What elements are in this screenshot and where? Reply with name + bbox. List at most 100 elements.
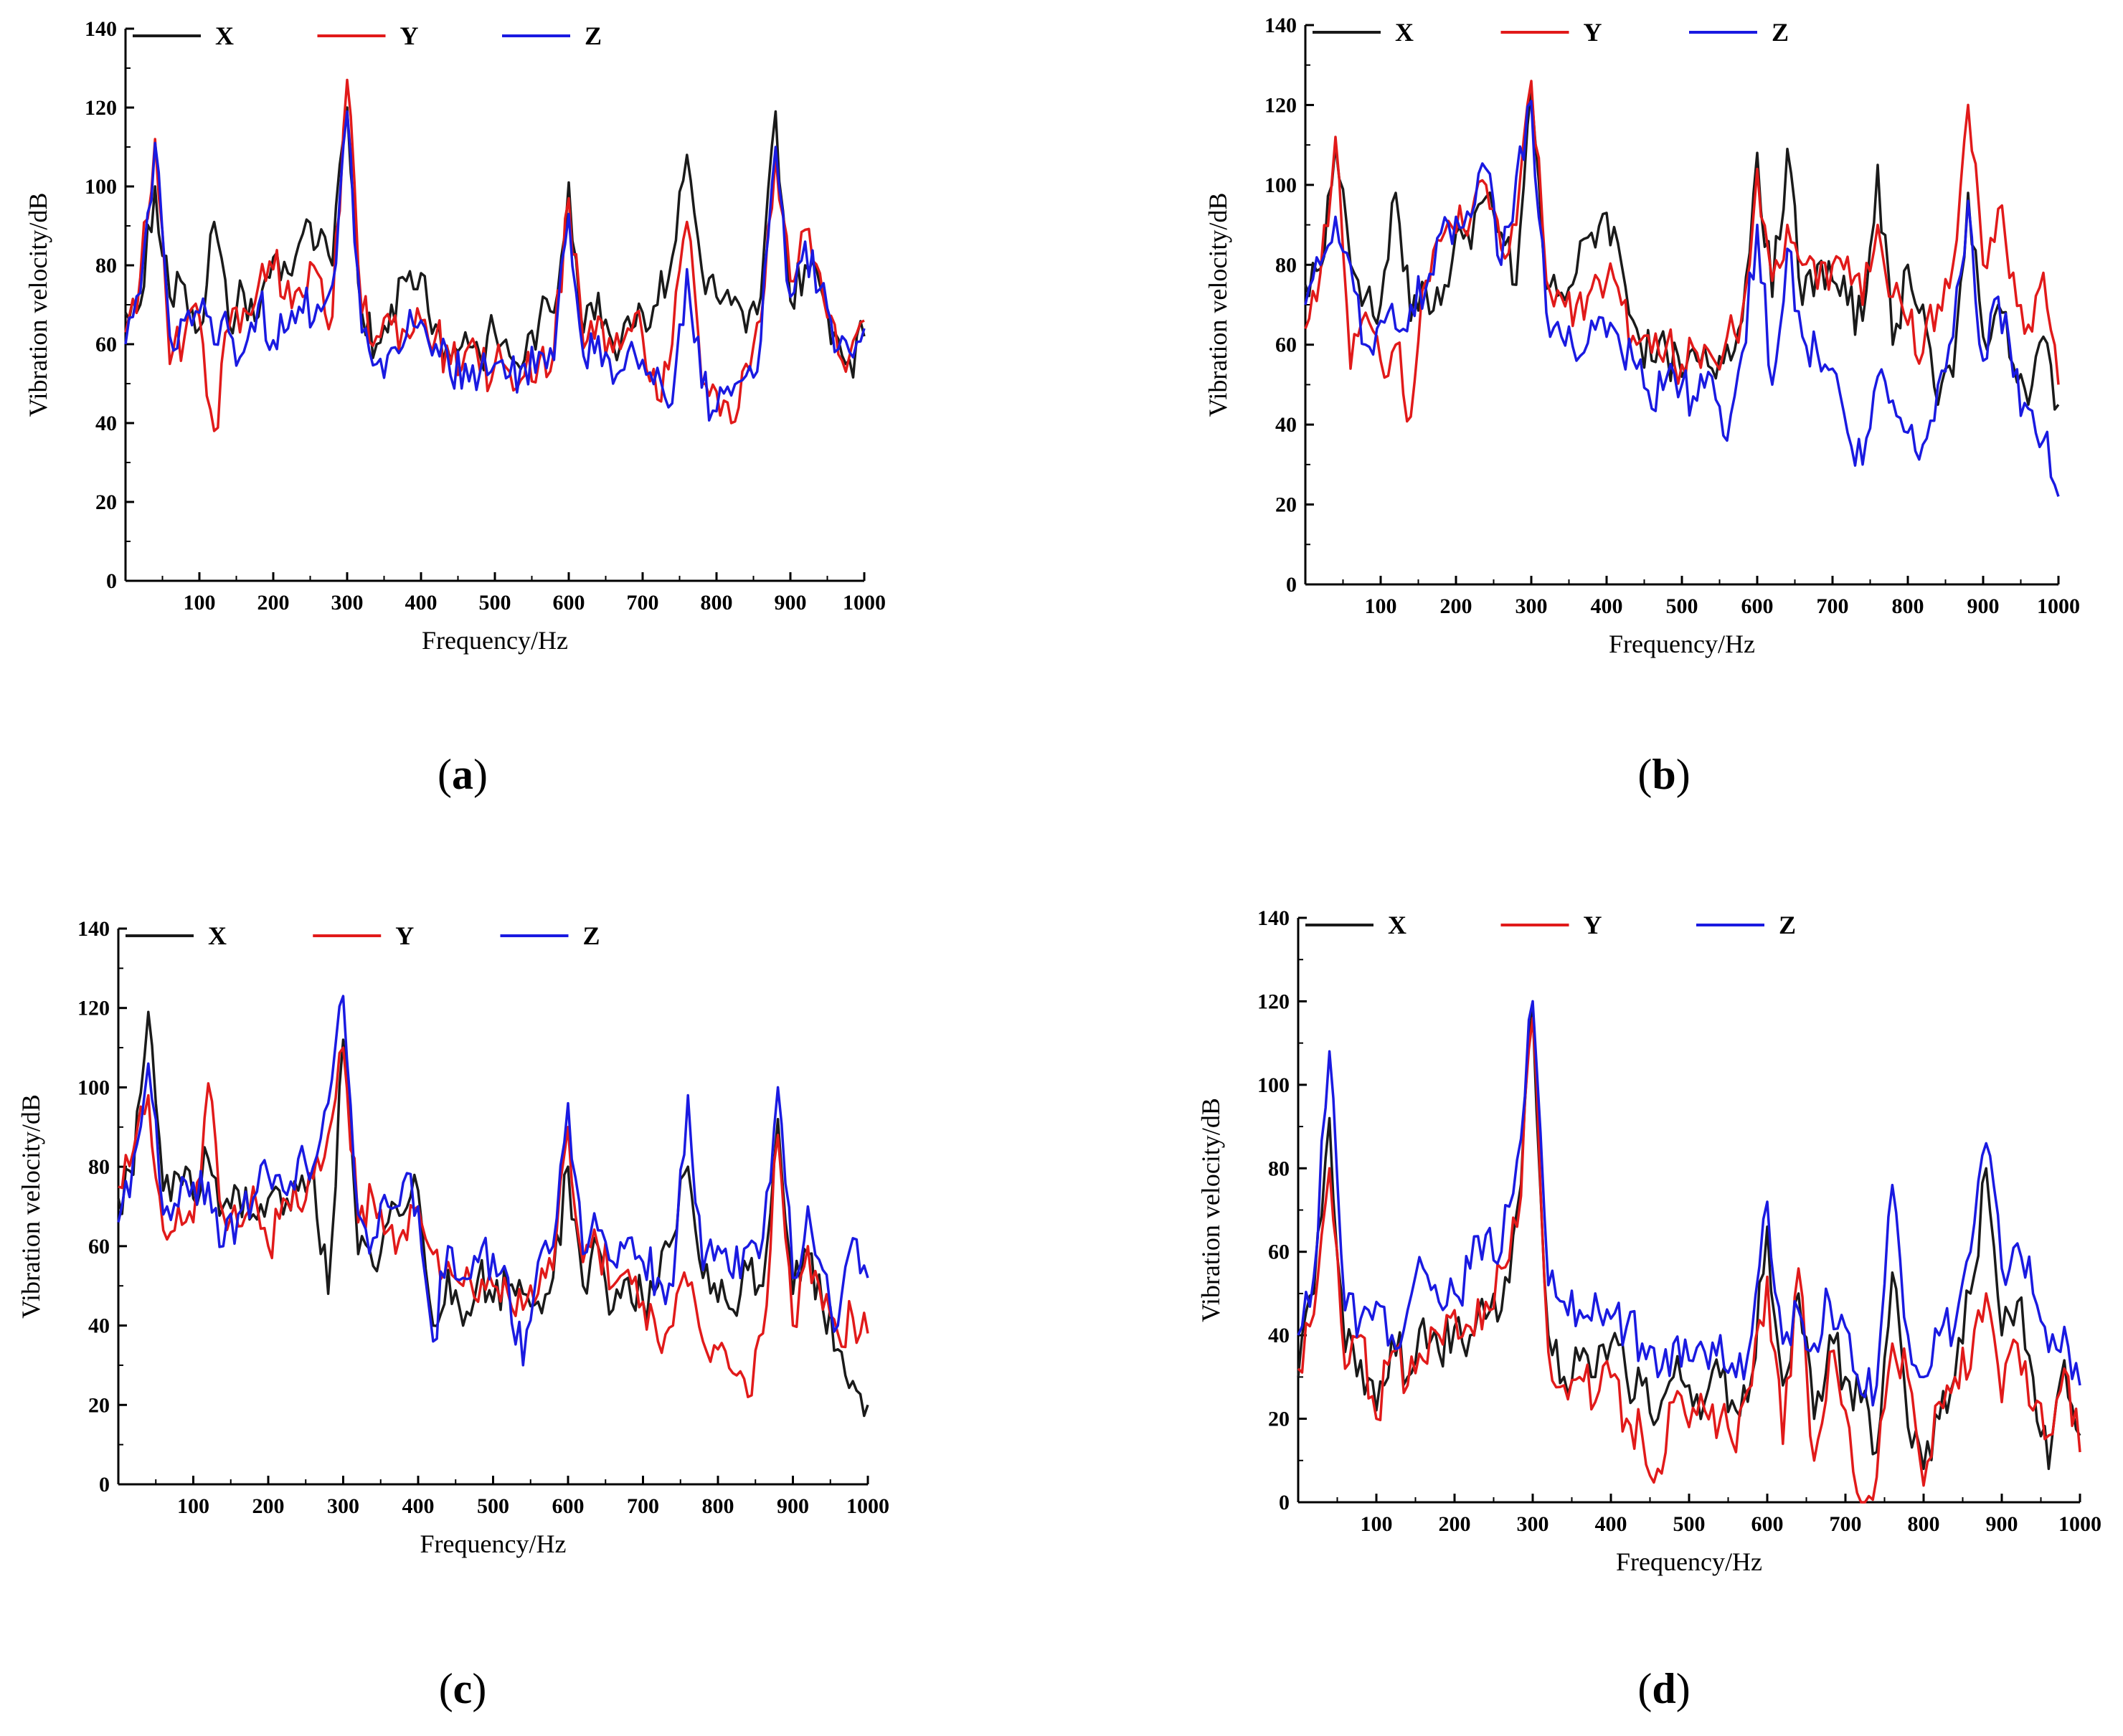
series-line-x bbox=[124, 106, 866, 379]
legend-label-y: Y bbox=[395, 921, 414, 950]
series-line-x bbox=[1304, 87, 2060, 411]
y-tick-label: 40 bbox=[1275, 413, 1297, 437]
y-tick-label: 100 bbox=[1264, 174, 1297, 197]
y-tick-label: 40 bbox=[95, 412, 117, 435]
panel-caption: (c) bbox=[439, 1665, 487, 1712]
x-axis-label: Frequency/Hz bbox=[1616, 1547, 1762, 1576]
y-tick-label: 20 bbox=[88, 1393, 110, 1417]
x-tick-label: 1000 bbox=[2037, 594, 2080, 618]
panel-caption: (b) bbox=[1637, 751, 1690, 798]
caption-paren: ( bbox=[1637, 751, 1652, 798]
x-tick-label: 200 bbox=[252, 1494, 285, 1518]
x-axis-label: Frequency/Hz bbox=[420, 1529, 567, 1558]
y-tick-label: 20 bbox=[1275, 493, 1297, 517]
x-tick-label: 300 bbox=[327, 1494, 359, 1518]
y-tick-label: 140 bbox=[1264, 14, 1297, 37]
y-tick-label: 120 bbox=[85, 96, 117, 120]
x-tick-label: 700 bbox=[1817, 594, 1849, 618]
y-tick-label: 100 bbox=[85, 175, 117, 199]
y-tick-label: 20 bbox=[1268, 1408, 1290, 1431]
y-tick-label: 60 bbox=[1268, 1241, 1290, 1264]
x-tick-label: 900 bbox=[777, 1494, 809, 1518]
y-axis-label: Vibration velocity/dB bbox=[24, 193, 52, 417]
x-tick-label: 900 bbox=[1967, 594, 2000, 618]
x-tick-label: 200 bbox=[1439, 1512, 1471, 1536]
y-tick-label: 20 bbox=[95, 490, 117, 514]
series-line-y bbox=[1304, 80, 2060, 423]
y-tick-label: 120 bbox=[77, 997, 110, 1020]
panel-caption: (a) bbox=[438, 751, 488, 798]
legend-label-x: X bbox=[1388, 911, 1406, 939]
y-tick-label: 120 bbox=[1264, 93, 1297, 117]
x-tick-label: 700 bbox=[627, 1494, 659, 1518]
x-tick-label: 300 bbox=[331, 591, 364, 615]
y-tick-label: 0 bbox=[106, 569, 117, 593]
y-tick-label: 80 bbox=[1275, 253, 1297, 277]
y-tick-label: 0 bbox=[1286, 573, 1297, 597]
caption-letter: a bbox=[452, 751, 473, 798]
y-tick-label: 0 bbox=[1279, 1491, 1290, 1514]
x-axis-label: Frequency/Hz bbox=[422, 626, 568, 655]
y-tick-label: 120 bbox=[1257, 990, 1290, 1013]
caption-paren: ) bbox=[473, 751, 488, 798]
x-tick-label: 900 bbox=[1986, 1512, 2018, 1536]
x-tick-label: 1000 bbox=[846, 1494, 889, 1518]
x-tick-label: 300 bbox=[1516, 594, 1548, 618]
caption-letter: b bbox=[1652, 751, 1675, 798]
y-tick-label: 40 bbox=[1268, 1324, 1290, 1347]
x-tick-label: 900 bbox=[775, 591, 807, 615]
caption-paren: ) bbox=[1676, 1665, 1691, 1712]
x-tick-label: 200 bbox=[1440, 594, 1472, 618]
legend-label-x: X bbox=[208, 921, 227, 950]
x-tick-label: 500 bbox=[1666, 594, 1698, 618]
y-axis-label: Vibration velocity/dB bbox=[1204, 193, 1232, 417]
x-tick-label: 100 bbox=[1361, 1512, 1393, 1536]
x-tick-label: 500 bbox=[477, 1494, 509, 1518]
legend-label-z: Z bbox=[585, 22, 602, 50]
chart-panel-d: 0 20 40 60 80 100 120 140 100 200 300 400 500 600 700 8… bbox=[1196, 906, 2101, 1712]
y-tick-label: 140 bbox=[1257, 906, 1290, 930]
x-tick-label: 100 bbox=[177, 1494, 209, 1518]
x-tick-label: 400 bbox=[1595, 1512, 1627, 1536]
x-tick-label: 800 bbox=[1908, 1512, 1940, 1536]
legend-label-z: Z bbox=[1779, 911, 1796, 939]
x-tick-label: 800 bbox=[702, 1494, 734, 1518]
y-tick-label: 60 bbox=[1275, 333, 1297, 357]
x-tick-label: 600 bbox=[552, 1494, 585, 1518]
y-tick-label: 80 bbox=[95, 254, 117, 278]
y-tick-label: 100 bbox=[1257, 1073, 1290, 1097]
x-tick-label: 100 bbox=[1365, 594, 1397, 618]
y-axis-label: Vibration velocity/dB bbox=[16, 1094, 45, 1319]
x-tick-label: 800 bbox=[1892, 594, 1924, 618]
legend-label-z: Z bbox=[583, 921, 600, 950]
x-tick-label: 800 bbox=[701, 591, 733, 615]
y-tick-label: 60 bbox=[95, 333, 117, 356]
legend-label-y: Y bbox=[400, 22, 419, 50]
x-tick-label: 600 bbox=[1751, 1512, 1784, 1536]
x-tick-label: 600 bbox=[553, 591, 585, 615]
x-tick-label: 400 bbox=[402, 1494, 435, 1518]
x-axis-label: Frequency/Hz bbox=[1609, 630, 1755, 658]
y-tick-label: 80 bbox=[1268, 1157, 1290, 1180]
y-tick-label: 140 bbox=[85, 17, 117, 41]
series-line-z bbox=[117, 995, 869, 1367]
x-tick-label: 600 bbox=[1741, 594, 1774, 618]
legend-label-x: X bbox=[215, 22, 234, 50]
y-tick-label: 60 bbox=[88, 1235, 110, 1258]
x-tick-label: 1000 bbox=[2058, 1512, 2101, 1536]
x-tick-label: 700 bbox=[627, 591, 659, 615]
x-tick-label: 400 bbox=[405, 591, 438, 615]
caption-letter: d bbox=[1652, 1665, 1675, 1712]
x-tick-label: 700 bbox=[1830, 1512, 1862, 1536]
x-tick-label: 500 bbox=[479, 591, 511, 615]
series-line-y bbox=[1297, 1016, 2081, 1504]
legend-label-y: Y bbox=[1584, 18, 1602, 47]
y-tick-label: 80 bbox=[88, 1155, 110, 1179]
chart-panel-c: 0 20 40 60 80 100 120 140 100 200 300 400 500 600 700 8… bbox=[16, 917, 889, 1712]
y-tick-label: 40 bbox=[88, 1314, 110, 1338]
x-tick-label: 200 bbox=[257, 591, 290, 615]
legend-label-x: X bbox=[1395, 18, 1414, 47]
chart-panel-b: 0 20 40 60 80 100 120 140 100 200 300 400 500 600 700 8… bbox=[1204, 14, 2080, 798]
x-tick-label: 100 bbox=[184, 591, 216, 615]
